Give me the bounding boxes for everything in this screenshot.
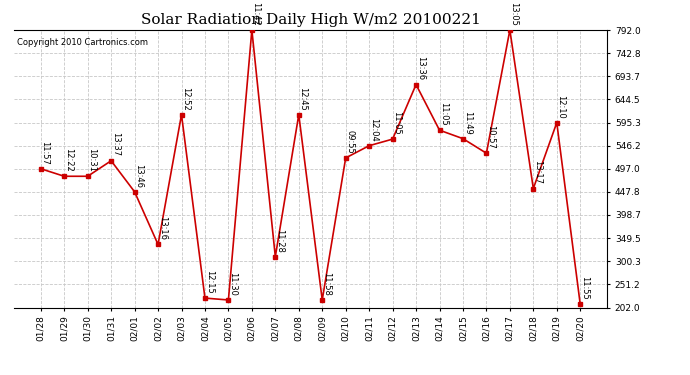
Text: 11:42: 11:42 <box>252 2 261 26</box>
Text: 09:55: 09:55 <box>346 130 355 154</box>
Text: 13:17: 13:17 <box>533 160 542 184</box>
Text: 13:16: 13:16 <box>158 216 167 240</box>
Text: 11:58: 11:58 <box>322 272 331 296</box>
Text: 12:22: 12:22 <box>64 148 73 172</box>
Text: 12:45: 12:45 <box>299 87 308 111</box>
Title: Solar Radiation Daily High W/m2 20100221: Solar Radiation Daily High W/m2 20100221 <box>141 13 480 27</box>
Text: 12:10: 12:10 <box>556 95 565 118</box>
Text: 11:49: 11:49 <box>462 111 472 135</box>
Text: 11:30: 11:30 <box>228 272 237 296</box>
Text: 12:52: 12:52 <box>181 87 190 111</box>
Text: 10:31: 10:31 <box>88 148 97 172</box>
Text: 11:57: 11:57 <box>41 141 50 165</box>
Text: 12:15: 12:15 <box>205 270 214 294</box>
Text: 11:05: 11:05 <box>439 102 449 126</box>
Text: 13:37: 13:37 <box>111 132 120 157</box>
Text: 13:46: 13:46 <box>135 164 144 188</box>
Text: 13:36: 13:36 <box>415 56 425 80</box>
Text: 13:05: 13:05 <box>509 2 518 26</box>
Text: 12:04: 12:04 <box>368 118 378 141</box>
Text: 11:55: 11:55 <box>580 276 589 300</box>
Text: 10:57: 10:57 <box>486 125 495 149</box>
Text: 11:05: 11:05 <box>392 111 402 135</box>
Text: Copyright 2010 Cartronics.com: Copyright 2010 Cartronics.com <box>17 38 148 47</box>
Text: 11:28: 11:28 <box>275 229 284 252</box>
